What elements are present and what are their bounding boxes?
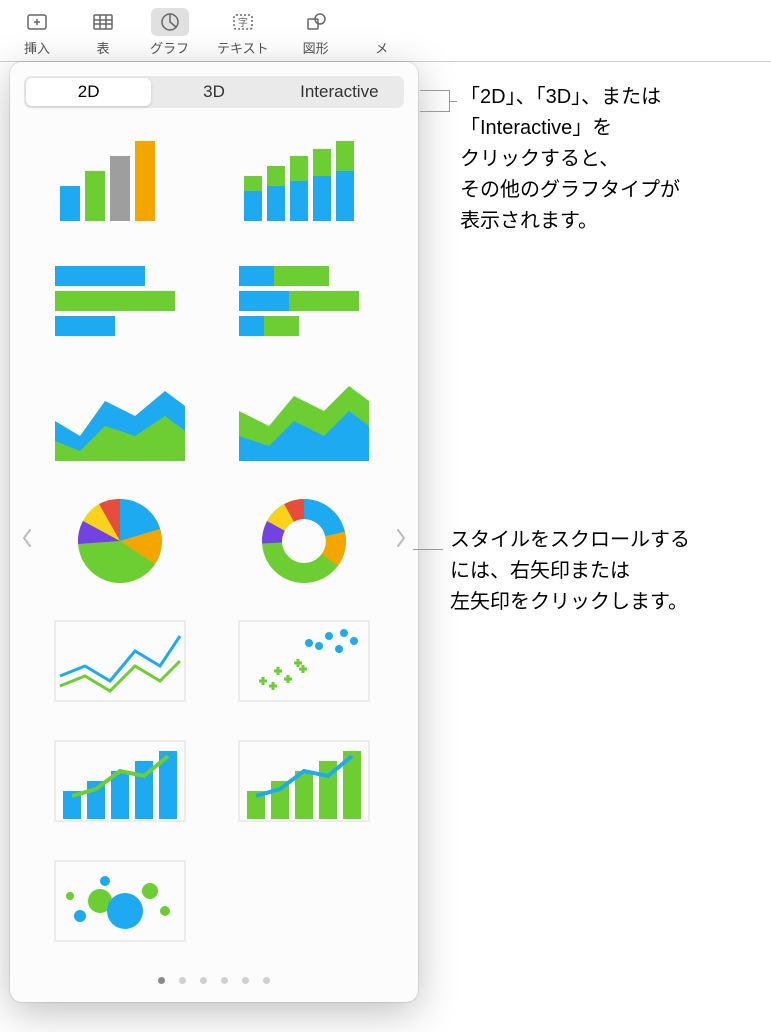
line-chart-thumb[interactable] [50, 616, 190, 706]
callout-arrows: スタイルをスクロールする には、右矢印または 左矢印をクリックします。 [450, 525, 690, 618]
toolbar-label: 挿入 [24, 38, 50, 57]
tab-2d[interactable]: 2D [26, 78, 151, 106]
donut-chart-thumb[interactable] [234, 496, 374, 586]
bubble-chart-thumb[interactable] [50, 856, 190, 946]
chart-grid [50, 136, 378, 946]
column-chart-thumb[interactable] [50, 136, 190, 226]
stacked-area-chart-thumb[interactable] [234, 376, 374, 466]
toolbar-label: 図形 [303, 38, 329, 57]
scatter-chart-thumb[interactable] [234, 616, 374, 706]
page-dot[interactable] [200, 977, 207, 984]
toolbar-label: 表 [96, 38, 109, 57]
plus-box-icon [25, 10, 49, 34]
toolbar-label: テキスト [217, 38, 269, 57]
chevron-left-icon [20, 526, 34, 550]
bar-chart-thumb[interactable] [50, 256, 190, 346]
toolbar-chart[interactable]: グラフ [136, 4, 203, 61]
prev-style-button[interactable] [10, 526, 44, 550]
stacked-column-chart-thumb[interactable] [234, 136, 374, 226]
area-chart-thumb[interactable] [50, 376, 190, 466]
chart-popover: 2D 3D Interactive [10, 62, 418, 1002]
page-dots [10, 963, 418, 1002]
toolbar: 挿入 表 グラフ 字 テキスト 図形 [0, 0, 771, 62]
toolbar-label: メ [375, 38, 388, 57]
chevron-right-icon [394, 526, 408, 550]
combo-chart-2-thumb[interactable] [234, 736, 374, 826]
tab-3d[interactable]: 3D [151, 78, 276, 106]
text-box-icon: 字 [231, 10, 255, 34]
shapes-icon [304, 10, 328, 34]
toolbar-table[interactable]: 表 [70, 4, 136, 61]
toolbar-label: グラフ [150, 38, 189, 57]
page-dot[interactable] [242, 977, 249, 984]
combo-chart-1-thumb[interactable] [50, 736, 190, 826]
page-dot[interactable] [263, 977, 270, 984]
stacked-bar-chart-thumb[interactable] [234, 256, 374, 346]
chart-area [10, 116, 418, 963]
callout-line [413, 549, 443, 550]
tab-interactive[interactable]: Interactive [277, 78, 402, 106]
page-dot[interactable] [179, 977, 186, 984]
toolbar-text[interactable]: 字 テキスト [203, 4, 283, 61]
toolbar-media-truncated[interactable]: メ [349, 4, 415, 61]
svg-text:字: 字 [238, 16, 248, 29]
table-icon [91, 10, 115, 34]
pie-chart-thumb[interactable] [50, 496, 190, 586]
toolbar-shape[interactable]: 図形 [283, 4, 349, 61]
page-dot[interactable] [158, 977, 165, 984]
toolbar-insert[interactable]: 挿入 [4, 4, 70, 61]
pie-icon [158, 10, 182, 34]
callout-tabs: 「2D」、「3D」、または 「Interactive」を クリックすると、 その… [460, 82, 680, 237]
chart-tabbar: 2D 3D Interactive [24, 76, 404, 108]
page-dot[interactable] [221, 977, 228, 984]
callout-bracket [420, 90, 450, 112]
next-style-button[interactable] [384, 526, 418, 550]
